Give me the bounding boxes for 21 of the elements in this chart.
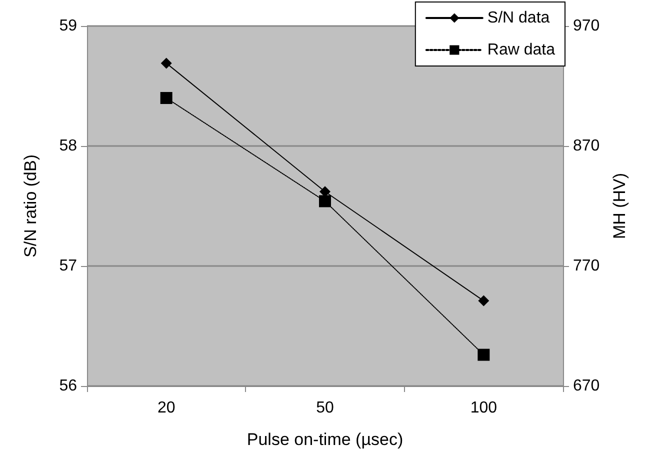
y2-tick-label: 970 [573, 18, 600, 34]
y2-tick-label: 870 [573, 138, 600, 154]
point [160, 92, 172, 104]
y-tick-label: 56 [59, 378, 78, 394]
x-tick-label: 50 [316, 400, 334, 416]
point [478, 348, 490, 361]
y2-tick-label: 770 [573, 258, 600, 274]
y-axis-title: S/N ratio (dB) [21, 154, 40, 258]
y2-tick-label: 670 [573, 378, 600, 394]
x-axis-title: Pulse on-time (µsec) [246, 430, 404, 449]
y-tick-label: 58 [59, 138, 78, 154]
point [319, 195, 331, 208]
x-tick-label: 100 [470, 400, 498, 416]
y2-axis-title: MH (HV) [610, 172, 629, 240]
legend-label: Raw data [487, 42, 556, 58]
y-tick-label: 57 [59, 258, 78, 274]
point [478, 295, 490, 306]
x-tick-label: 20 [157, 400, 176, 416]
point [160, 58, 172, 69]
legend-label: S/N data [487, 10, 550, 26]
y-tick-label: 59 [59, 18, 78, 34]
